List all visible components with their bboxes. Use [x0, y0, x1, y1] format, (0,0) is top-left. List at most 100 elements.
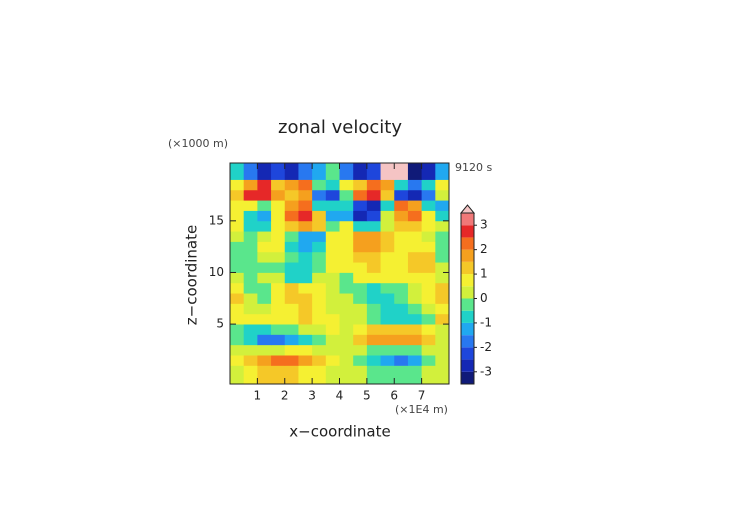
contour-cell: [230, 179, 245, 191]
contour-cell: [271, 163, 286, 180]
contour-cell: [394, 303, 409, 315]
contour-cell: [312, 179, 327, 191]
contour-cell: [257, 262, 272, 273]
contour-cell: [230, 303, 245, 315]
colorbar-swatch: [461, 237, 474, 250]
contour-cell: [380, 189, 395, 201]
contour-cell: [298, 355, 313, 366]
contour-cell: [312, 355, 327, 366]
contour-cell: [435, 220, 450, 232]
x-tick-label: 5: [363, 389, 371, 403]
contour-cell: [298, 365, 313, 385]
contour-cell: [284, 293, 299, 304]
contour-cell: [284, 365, 299, 385]
contour-cell: [284, 189, 299, 201]
contour-cell: [312, 251, 327, 263]
colorbar-swatch: [461, 286, 474, 299]
contour-cell: [230, 163, 245, 180]
contour-cell: [298, 324, 313, 335]
contour-cell: [394, 200, 409, 211]
contour-cell: [380, 179, 395, 191]
contour-cell: [421, 334, 436, 346]
contour-cell: [312, 262, 327, 273]
contour-cell: [325, 231, 340, 242]
colorbar-tick-label: -3: [480, 364, 492, 378]
x-tick-label: 1: [254, 389, 262, 403]
contour-cell: [421, 282, 436, 294]
contour-cell: [380, 241, 395, 253]
contour-cell: [435, 200, 450, 211]
contour-cell: [257, 272, 272, 284]
contour-cell: [353, 210, 368, 222]
y-tick-label: 15: [209, 213, 224, 227]
contour-cell: [325, 241, 340, 253]
contour-cell: [271, 334, 286, 346]
colorbar-tick-label: 1: [480, 267, 488, 281]
contour-cell: [325, 179, 340, 191]
contour-cell: [271, 210, 286, 222]
contour-cell: [298, 344, 313, 356]
contour-cell: [243, 334, 258, 346]
contour-cell: [243, 251, 258, 263]
contour-cell: [257, 200, 272, 211]
contour-cell: [380, 324, 395, 335]
contour-cell: [407, 313, 423, 325]
colorbar-tick-label: -2: [480, 340, 492, 354]
contour-cell: [230, 251, 245, 263]
contour-cell: [435, 324, 450, 335]
contour-cell: [435, 262, 450, 273]
contour-cell: [243, 179, 258, 191]
contour-cell: [271, 313, 286, 325]
y-unit: (×1000 m): [168, 137, 228, 150]
contour-cell: [325, 334, 340, 346]
contour-cell: [407, 262, 423, 273]
contour-cell: [339, 200, 354, 211]
contour-cell: [243, 355, 258, 366]
contour-cell: [435, 189, 450, 201]
contour-cell: [271, 293, 286, 304]
contour-cell: [325, 189, 340, 201]
contour-cell: [284, 200, 299, 211]
x-tick-label: 7: [418, 389, 426, 403]
contour-cell: [394, 163, 409, 180]
colorbar-swatch: [461, 225, 474, 238]
contour-cell: [257, 210, 272, 222]
contour-cell: [407, 251, 423, 263]
contour-cell: [407, 200, 423, 211]
contour-cell: [271, 282, 286, 294]
field: [230, 163, 450, 385]
contour-cell: [243, 344, 258, 356]
contour-cell: [325, 365, 340, 385]
contour-cell: [243, 313, 258, 325]
contour-cell: [243, 200, 258, 211]
contour-cell: [407, 355, 423, 366]
contour-cell: [298, 179, 313, 191]
contour-cell: [243, 241, 258, 253]
contour-cell: [325, 313, 340, 325]
contour-cell: [394, 282, 409, 294]
contour-cell: [380, 200, 395, 211]
contour-cell: [325, 251, 340, 263]
contour-cell: [366, 189, 381, 201]
contour-cell: [298, 313, 313, 325]
contour-cell: [435, 355, 450, 366]
contour-cell: [271, 179, 286, 191]
contour-cell: [271, 262, 286, 273]
contour-cell: [366, 179, 381, 191]
y-tick-label: 5: [216, 317, 224, 331]
contour-cell: [284, 282, 299, 294]
contour-cell: [230, 262, 245, 273]
contour-cell: [435, 163, 450, 180]
contour-cell: [366, 272, 381, 284]
contour-cell: [394, 210, 409, 222]
contour-cell: [257, 293, 272, 304]
contour-cell: [435, 313, 450, 325]
y-tick-label: 10: [209, 265, 224, 279]
contour-cell: [366, 220, 381, 232]
contour-cell: [353, 324, 368, 335]
contour-cell: [394, 262, 409, 273]
contour-cell: [230, 355, 245, 366]
contour-cell: [257, 241, 272, 253]
contour-cell: [380, 344, 395, 356]
